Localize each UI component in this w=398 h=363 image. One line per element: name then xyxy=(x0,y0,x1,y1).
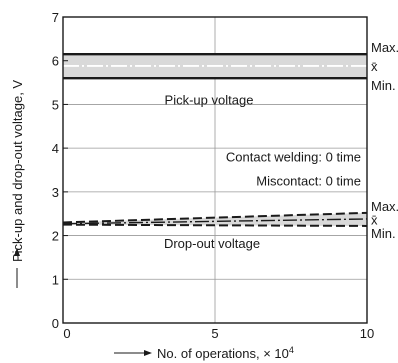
y-axis-arrow-icon xyxy=(14,248,20,256)
x-axis-ticks: 0 5 10 xyxy=(63,326,374,341)
y-axis-label: Pick-up and drop-out voltage, V xyxy=(10,80,25,262)
annotation-dropout: Drop-out voltage xyxy=(164,236,260,251)
label-min-0: Min. xyxy=(371,78,396,93)
annotation-contact-welding: Contact welding: 0 time xyxy=(226,149,361,164)
y-tick-label-0: 0 xyxy=(52,316,59,331)
series-lines xyxy=(62,52,368,227)
right-series-labels: Max.x̄Min.Max.x̄Min. xyxy=(371,40,398,241)
x-axis-label-exponent: 4 xyxy=(289,345,294,355)
label-mean-1: x̄ xyxy=(371,212,378,227)
y-tick-label-2: 2 xyxy=(52,229,59,244)
x-axis-arrow-icon xyxy=(144,350,152,356)
y-tick-label-3: 3 xyxy=(52,185,59,200)
label-min-1: Min. xyxy=(371,226,396,241)
y-tick-label-4: 4 xyxy=(52,141,59,156)
annotation-miscontact: Miscontact: 0 time xyxy=(256,173,361,188)
y-axis-title: Pick-up and drop-out voltage, V xyxy=(10,80,25,288)
y-axis-ticks: 0 1 2 3 4 5 6 7 xyxy=(52,10,68,331)
label-max-0: Max. xyxy=(371,40,398,55)
dropout-mean-line xyxy=(62,218,368,225)
y-tick-label-5: 5 xyxy=(52,97,59,112)
label-mean-0: x̄ xyxy=(371,59,378,74)
dropout-max-line xyxy=(62,211,368,224)
x-axis-title: No. of operations, × 104 xyxy=(114,345,294,361)
x-tick-label-0: 0 xyxy=(63,326,70,341)
annotation-pickup: Pick-up voltage xyxy=(165,92,254,107)
x-tick-label-1: 5 xyxy=(211,326,218,341)
x-tick-label-2: 10 xyxy=(360,326,374,341)
x-axis-label: No. of operations, × 104 xyxy=(157,345,294,361)
y-tick-label-1: 1 xyxy=(52,272,59,287)
dropout-min-line xyxy=(62,223,368,227)
x-axis-label-text: No. of operations, × 10 xyxy=(157,346,289,361)
y-tick-label-6: 6 xyxy=(52,54,59,69)
y-tick-label-7: 7 xyxy=(52,10,59,25)
plot-frame xyxy=(62,16,368,324)
label-max-1: Max. xyxy=(371,199,398,214)
